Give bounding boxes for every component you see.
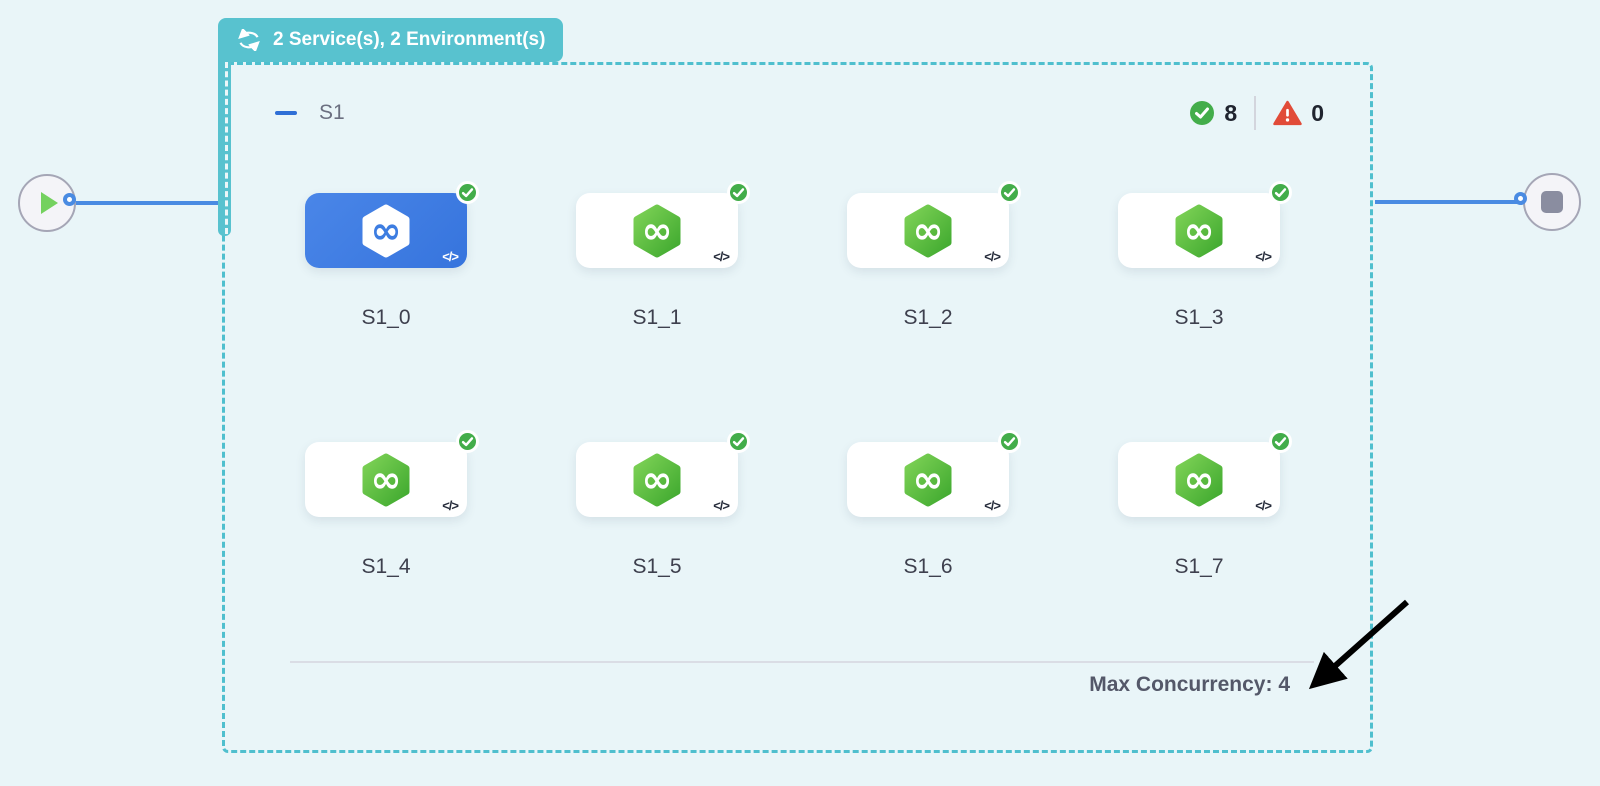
stage-header: S1 8 0 [275,96,1324,130]
loop-icon [238,29,260,51]
service-card[interactable]: ∞ </> [847,181,1021,268]
service-block: ∞ </> S1_5 [576,430,750,579]
check-circle-icon [1269,181,1292,204]
stop-icon [1541,191,1563,213]
start-link-line [73,201,222,205]
code-brackets-icon: </> [442,498,459,513]
collapse-minus-icon[interactable] [275,111,297,115]
code-brackets-icon: </> [713,249,730,264]
service-block: ∞ </> S1_3 [1118,181,1292,330]
pipeline-end-node[interactable] [1523,173,1581,231]
success-count: 8 [1224,99,1238,126]
max-concurrency-value: 4 [1278,673,1290,696]
service-label: S1_1 [632,306,682,329]
service-label: S1_5 [632,555,682,578]
infinity-hexagon-icon: ∞ [902,203,954,259]
check-circle-icon [1269,430,1292,453]
service-label: S1_2 [903,306,953,329]
infinity-hexagon-icon: ∞ [902,452,954,508]
infinity-hexagon-icon: ∞ [1173,203,1225,259]
check-circle-icon [727,430,750,453]
service-block: ∞ </> S1_2 [847,181,1021,330]
service-block: ∞ </> S1_4 [305,430,479,579]
code-brackets-icon: </> [1255,249,1272,264]
check-circle-icon [998,181,1021,204]
status-divider [1254,96,1257,130]
service-label: S1_7 [1174,555,1224,578]
code-brackets-icon: </> [442,249,459,264]
error-count: 0 [1311,99,1324,126]
infinity-hexagon-icon: ∞ [1173,452,1225,508]
max-concurrency: Max Concurrency: 4 [1089,673,1290,697]
infinity-hexagon-icon: ∞ [631,452,683,508]
service-label: S1_3 [1174,306,1224,329]
infinity-hexagon-icon: ∞ [360,203,412,259]
check-circle-icon [456,430,479,453]
service-label: S1_4 [361,555,411,578]
footer-divider [290,661,1314,663]
stage-container[interactable]: S1 8 0 ∞ [222,62,1373,753]
service-label: S1_6 [903,555,953,578]
end-link-line [1375,200,1525,204]
max-concurrency-label: Max Concurrency: [1089,673,1273,696]
service-card[interactable]: ∞ </> [305,181,479,268]
service-card[interactable]: ∞ </> [847,430,1021,517]
service-card[interactable]: ∞ </> [1118,430,1292,517]
matrix-badge-label: 2 Service(s), 2 Environment(s) [273,29,546,50]
warning-triangle-icon [1273,100,1302,126]
services-grid: ∞ </> S1_0 ∞ </> S [305,181,1292,579]
stage-name: S1 [319,101,345,124]
service-card[interactable]: ∞ </> [576,181,750,268]
infinity-hexagon-icon: ∞ [360,452,412,508]
code-brackets-icon: </> [713,498,730,513]
status-group: 8 0 [1189,96,1324,130]
service-card[interactable]: ∞ </> [305,430,479,517]
check-circle-icon [456,181,479,204]
end-node-port[interactable] [1514,192,1527,205]
matrix-badge[interactable]: 2 Service(s), 2 Environment(s) [218,18,564,62]
service-label: S1_0 [361,306,411,329]
service-block: ∞ </> S1_6 [847,430,1021,579]
service-block: ∞ </> S1_7 [1118,430,1292,579]
service-card[interactable]: ∞ </> [1118,181,1292,268]
service-block: ∞ </> S1_1 [576,181,750,330]
check-circle-icon [1190,101,1215,125]
code-brackets-icon: </> [984,249,1001,264]
arrow-icon [1308,599,1409,690]
check-circle-icon [727,181,750,204]
infinity-hexagon-icon: ∞ [631,203,683,259]
code-brackets-icon: </> [984,498,1001,513]
service-card[interactable]: ∞ </> [576,430,750,517]
check-circle-icon [998,430,1021,453]
code-brackets-icon: </> [1255,498,1272,513]
service-block: ∞ </> S1_0 [305,181,479,330]
start-node-port[interactable] [63,193,76,206]
strip-dash-overlay [225,62,228,234]
play-icon [41,192,58,214]
